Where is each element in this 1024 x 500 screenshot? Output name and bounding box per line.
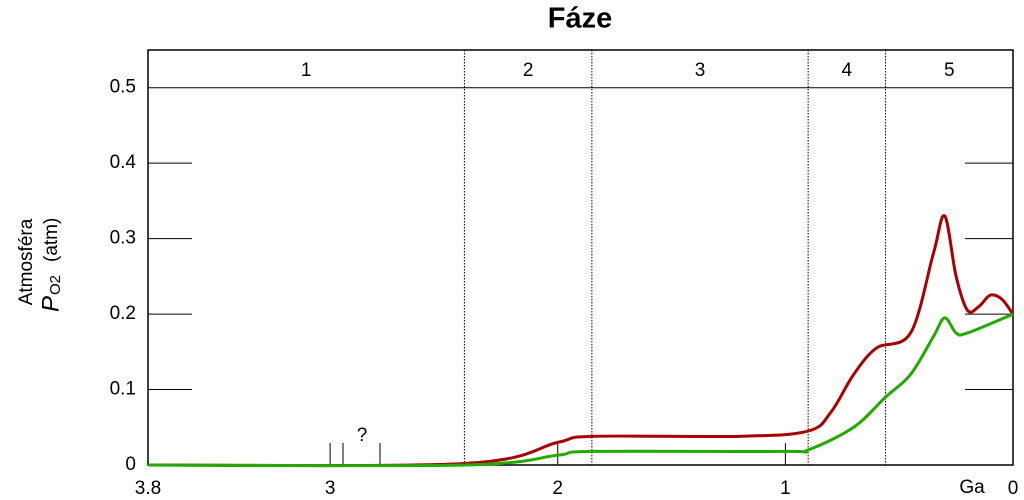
x-tick-label: 1: [780, 478, 791, 499]
phase-label: 4: [842, 60, 853, 81]
chart-title: Fáze: [548, 3, 612, 35]
phase-label: 1: [301, 60, 312, 81]
phase-label: 2: [523, 60, 534, 81]
phase-label: 3: [695, 60, 706, 81]
series-line: [147, 312, 1014, 468]
annotation: ?: [357, 425, 368, 446]
y-tick-label: 0.5: [110, 77, 136, 98]
x-tick-label: 0: [1008, 478, 1019, 499]
y-label-subscript: O2: [47, 275, 64, 295]
y-tick-label: 0: [125, 454, 136, 475]
y-tick-label: 0.2: [110, 303, 136, 324]
y-tick-label: 0.1: [110, 379, 136, 400]
y-label-line: Atmosféra: [16, 218, 37, 305]
x-axis-label: Ga: [959, 477, 985, 498]
x-tick-label: 2: [552, 478, 563, 499]
x-tick-label: 3: [325, 478, 336, 499]
plot-frame: [147, 49, 1014, 466]
y-tick-label: 0.4: [110, 152, 137, 173]
x-tick-label: 3.8: [135, 478, 161, 499]
y-label-symbol: P: [37, 296, 64, 312]
phase-label: 5: [944, 60, 955, 81]
y-tick-label: 0.3: [110, 228, 136, 249]
y-axis-label: Atmosféra P O2 (atm): [16, 218, 64, 312]
y-label-unit: (atm): [41, 218, 62, 262]
series-line: [147, 214, 1015, 468]
